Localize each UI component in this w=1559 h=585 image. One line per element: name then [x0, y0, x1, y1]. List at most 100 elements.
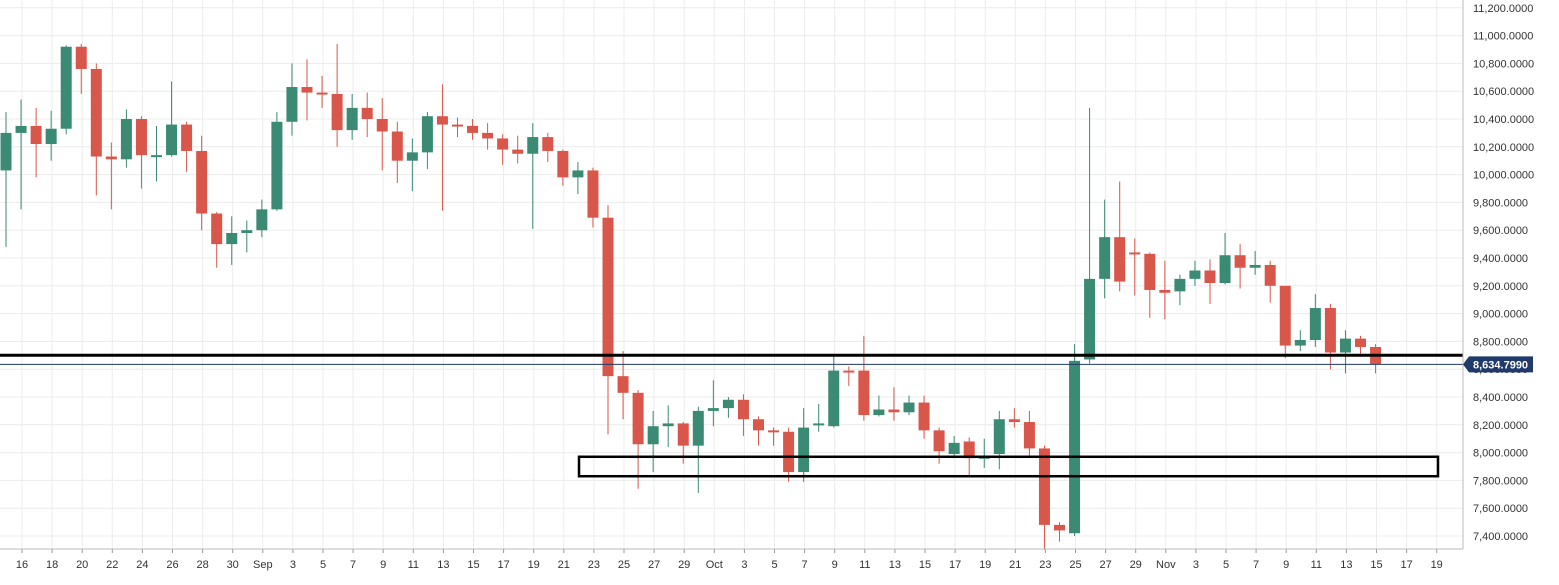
last-price-tag: 8,634.7990 — [1463, 356, 1533, 373]
x-tick-label: 27 — [1099, 559, 1111, 571]
candle — [707, 380, 719, 427]
y-tick-label: 8,000.0000 — [1473, 448, 1528, 460]
candle-body — [542, 137, 554, 151]
candle-body — [677, 423, 689, 446]
candle — [181, 121, 193, 172]
x-tick-label: 23 — [1039, 559, 1051, 571]
candle — [421, 112, 433, 170]
x-tick-label: 11 — [408, 559, 419, 571]
x-tick-label: 3 — [290, 559, 296, 571]
candle — [933, 427, 945, 464]
candle-body — [482, 132, 494, 139]
candle — [873, 395, 885, 417]
y-tick-label: 10,000.0000 — [1473, 170, 1534, 182]
x-tick-label: 7 — [350, 559, 356, 571]
candle — [467, 119, 479, 140]
y-tick-label: 7,800.0000 — [1473, 475, 1528, 487]
candle-body — [406, 152, 418, 161]
candle-body — [226, 232, 238, 245]
candle-body — [241, 230, 253, 233]
candle-body — [888, 409, 900, 413]
candle — [1355, 335, 1366, 357]
candle — [692, 406, 704, 493]
candle — [1309, 294, 1321, 347]
candle — [753, 416, 764, 446]
candle — [948, 435, 960, 459]
candle-body — [286, 87, 298, 122]
candle — [1069, 344, 1081, 536]
candle-body — [753, 419, 764, 431]
candles — [0, 43, 1382, 550]
candle-body — [421, 116, 433, 153]
candle-body — [828, 370, 840, 427]
y-tick-label: 11,000.0000 — [1473, 31, 1533, 43]
candle-body — [301, 87, 313, 93]
candle — [271, 112, 283, 211]
candle-body — [587, 170, 599, 218]
candle-body — [196, 150, 208, 214]
candle-body — [135, 119, 147, 156]
candle-body — [798, 427, 810, 473]
candle — [497, 134, 509, 165]
candle — [241, 220, 253, 253]
candle-body — [1114, 237, 1126, 282]
candle — [1084, 107, 1096, 364]
candle — [376, 98, 388, 171]
candle-body — [617, 376, 629, 393]
candle — [527, 123, 539, 229]
x-tick-label: 26 — [166, 559, 178, 571]
candle-body — [572, 170, 584, 178]
x-tick-label: 9 — [380, 559, 386, 571]
candle — [1324, 303, 1336, 370]
candle-body — [737, 399, 749, 420]
candle-body — [15, 125, 27, 133]
candle — [1264, 260, 1276, 303]
candle — [798, 408, 810, 482]
candle — [436, 84, 448, 211]
candle-body — [271, 121, 283, 210]
candle-body — [1279, 285, 1291, 346]
x-tick-label: 24 — [136, 559, 148, 571]
candle — [75, 43, 87, 94]
candle-body — [602, 217, 614, 377]
x-tick-label: 27 — [648, 559, 660, 571]
candle — [1189, 260, 1201, 286]
candle-body — [948, 442, 960, 454]
candle — [1234, 244, 1246, 289]
candle-body — [512, 149, 524, 154]
x-tick-label: 13 — [889, 559, 901, 571]
candle — [768, 427, 780, 446]
candle-body — [1294, 340, 1306, 346]
candle — [1054, 522, 1065, 542]
y-tick-label: 8,200.0000 — [1473, 420, 1528, 432]
candle-body — [1339, 338, 1351, 353]
y-tick-label: 10,400.0000 — [1473, 114, 1534, 126]
y-tick-label: 9,000.0000 — [1473, 309, 1528, 321]
x-tick-label: 21 — [558, 559, 570, 571]
last-price-label: 8,634.7990 — [1473, 359, 1528, 371]
candle — [482, 123, 494, 150]
candle — [1219, 232, 1231, 285]
x-tick-label: 9 — [832, 559, 838, 571]
candle — [542, 132, 554, 163]
candle-body — [1023, 422, 1035, 449]
candle — [452, 117, 463, 138]
candle-body — [527, 137, 539, 154]
candle — [361, 92, 373, 138]
candle — [888, 387, 900, 421]
candle — [166, 81, 178, 157]
candle — [617, 351, 629, 420]
candle-body — [662, 423, 674, 427]
y-tick-label: 9,600.0000 — [1473, 225, 1528, 237]
candle — [512, 135, 524, 164]
candle-body — [436, 116, 448, 125]
candle-body — [768, 430, 780, 433]
candle — [587, 167, 599, 228]
candle — [1204, 259, 1216, 304]
x-tick-label: 17 — [949, 559, 961, 571]
y-tick-label: 7,600.0000 — [1473, 503, 1528, 515]
x-tick-label: 15 — [919, 559, 931, 571]
candle — [15, 99, 27, 210]
candle-body — [331, 93, 343, 131]
